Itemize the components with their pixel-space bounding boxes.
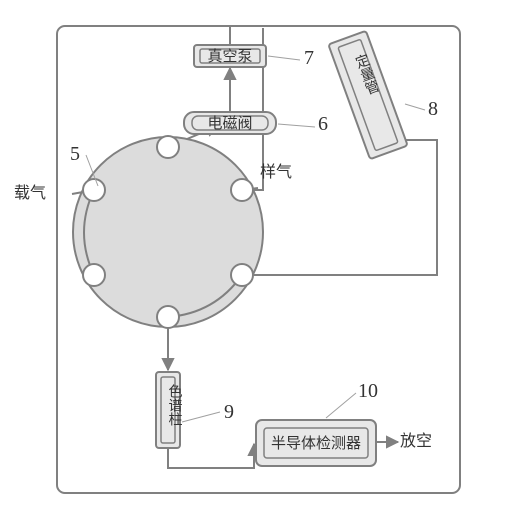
valve-port-2: [231, 264, 253, 286]
ref-n5: 5: [70, 143, 80, 165]
detector-label: 半导体检测器: [271, 435, 361, 452]
leader-l9: [182, 412, 220, 422]
solenoid-label: 电磁阀: [207, 115, 252, 132]
leader-l8: [405, 104, 425, 110]
quant-tube: 定量管: [328, 31, 407, 159]
sample-gas-label: 样气: [260, 163, 292, 181]
valve-port-0: [157, 136, 179, 158]
valve-port-1: [231, 179, 253, 201]
valve-port-3: [157, 306, 179, 328]
valve-port-5: [83, 179, 105, 201]
leader-l6: [278, 124, 315, 127]
ref-n10: 10: [358, 380, 378, 402]
leader-l7: [268, 56, 300, 60]
ref-n6: 6: [318, 113, 328, 135]
pipe-p2_tubeA: [242, 140, 437, 275]
ref-n8: 8: [428, 98, 438, 120]
vacuum-pump-label: 真空泵: [207, 47, 252, 65]
carrier-gas-label: 载气: [14, 184, 46, 202]
vent-label: 放空: [400, 432, 432, 450]
ref-n7: 7: [304, 47, 314, 69]
leader-l10: [326, 393, 356, 418]
ref-n9: 9: [224, 401, 234, 423]
pipe-col_det: [168, 444, 254, 468]
column-label: 色谱柱: [167, 383, 183, 426]
valve-port-4: [83, 264, 105, 286]
six-port-valve: [73, 137, 263, 327]
